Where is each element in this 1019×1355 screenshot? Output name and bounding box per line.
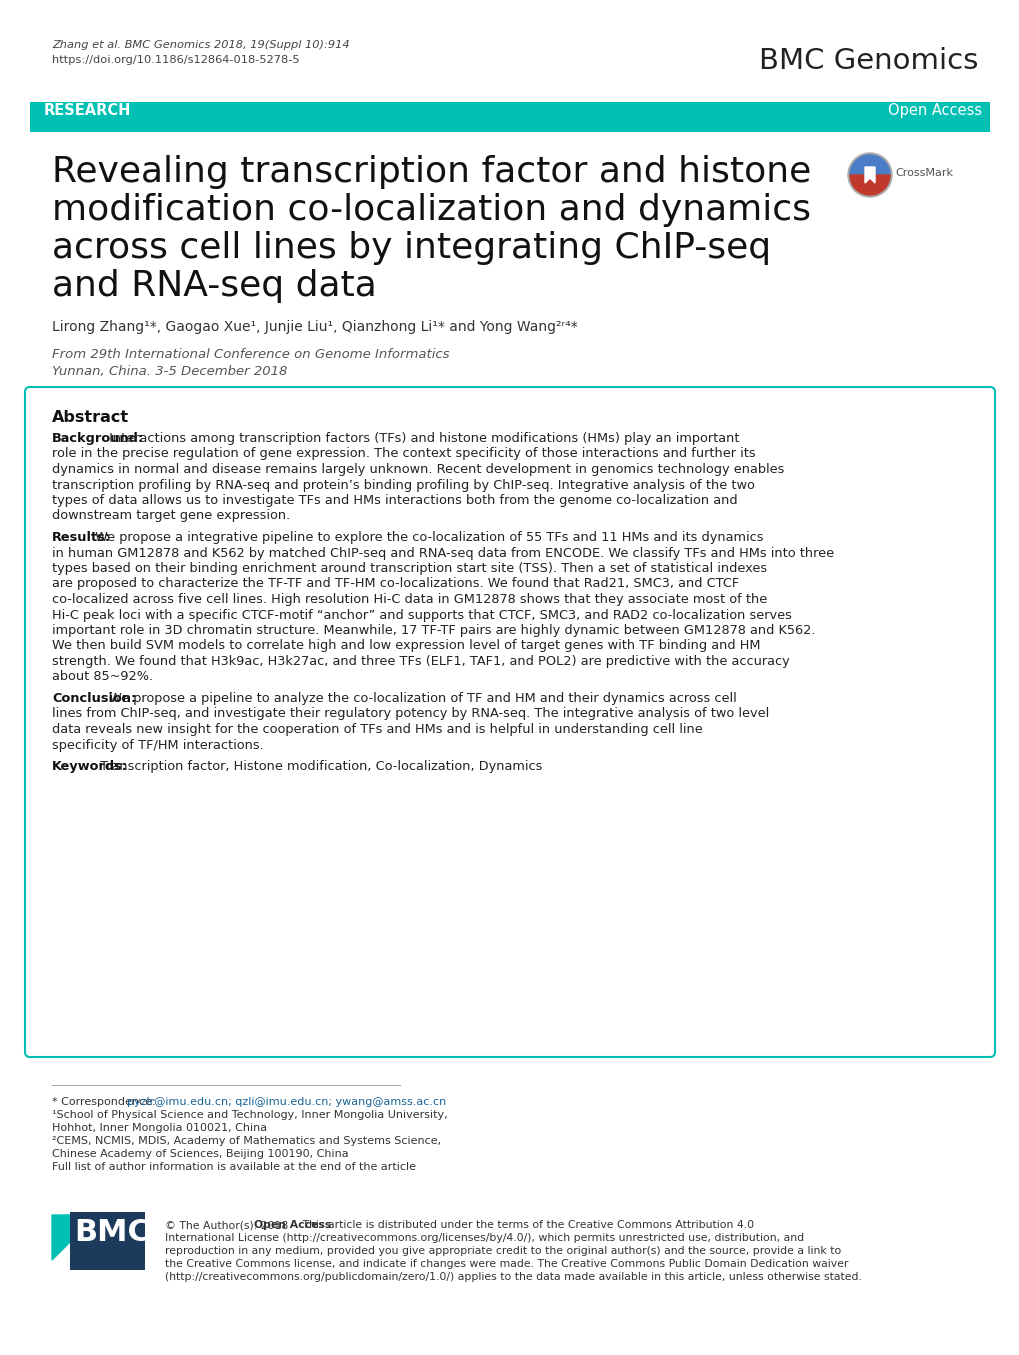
Text: and RNA-seq data: and RNA-seq data [52,270,376,304]
Text: Open Access: Open Access [887,103,981,118]
Text: This article is distributed under the terms of the Creative Commons Attribution : This article is distributed under the te… [299,1220,753,1230]
Text: in human GM12878 and K562 by matched ChIP-seq and RNA-seq data from ENCODE. We c: in human GM12878 and K562 by matched ChI… [52,546,834,560]
Text: modification co-localization and dynamics: modification co-localization and dynamic… [52,192,810,228]
Text: lines from ChIP-seq, and investigate their regulatory potency by RNA-seq. The in: lines from ChIP-seq, and investigate the… [52,707,768,721]
Text: We then build SVM models to correlate high and low expression level of target ge: We then build SVM models to correlate hi… [52,640,760,653]
Text: ²CEMS, NCMIS, MDIS, Academy of Mathematics and Systems Science,: ²CEMS, NCMIS, MDIS, Academy of Mathemati… [52,1135,440,1146]
Text: Results:: Results: [52,531,111,543]
Text: © The Author(s). 2018: © The Author(s). 2018 [165,1220,291,1230]
FancyBboxPatch shape [25,388,994,1057]
Text: Keywords:: Keywords: [52,760,127,772]
Text: role in the precise regulation of gene expression. The context specificity of th: role in the precise regulation of gene e… [52,447,755,461]
Text: Transcription factor, Histone modification, Co-localization, Dynamics: Transcription factor, Histone modificati… [96,760,541,772]
Text: Lirong Zhang¹*, Gaogao Xue¹, Junjie Liu¹, Qianzhong Li¹* and Yong Wang²ʳ⁴*: Lirong Zhang¹*, Gaogao Xue¹, Junjie Liu¹… [52,320,577,333]
Text: types of data allows us to investigate TFs and HMs interactions both from the ge: types of data allows us to investigate T… [52,495,737,507]
Text: reproduction in any medium, provided you give appropriate credit to the original: reproduction in any medium, provided you… [165,1247,841,1256]
Polygon shape [864,167,874,183]
Text: Hi-C peak loci with a specific CTCF-motif “anchor” and supports that CTCF, SMC3,: Hi-C peak loci with a specific CTCF-moti… [52,608,791,622]
Text: types based on their binding enrichment around transcription start site (TSS). T: types based on their binding enrichment … [52,562,766,575]
Text: are proposed to characterize the TF-TF and TF-HM co-localizations. We found that: are proposed to characterize the TF-TF a… [52,577,739,591]
Text: Yunnan, China. 3-5 December 2018: Yunnan, China. 3-5 December 2018 [52,364,287,378]
Text: BMC: BMC [74,1218,150,1247]
Text: data reveals new insight for the cooperation of TFs and HMs and is helpful in un: data reveals new insight for the coopera… [52,724,702,736]
Bar [70,1211,145,1270]
Text: Full list of author information is available at the end of the article: Full list of author information is avail… [52,1163,416,1172]
Text: Revealing transcription factor and histone: Revealing transcription factor and histo… [52,154,810,188]
Text: about 85~92%.: about 85~92%. [52,671,153,683]
Text: the Creative Commons license, and indicate if changes were made. The Creative Co: the Creative Commons license, and indica… [165,1259,848,1270]
Text: pyzlr@imu.edu.cn; qzli@imu.edu.cn; ywang@amss.ac.cn: pyzlr@imu.edu.cn; qzli@imu.edu.cn; ywang… [126,1098,445,1107]
Text: (http://creativecommons.org/publicdomain/zero/1.0/) applies to the data made ava: (http://creativecommons.org/publicdomain… [165,1272,861,1282]
Polygon shape [52,1215,97,1260]
Text: Background:: Background: [52,432,144,444]
Wedge shape [849,175,890,195]
Text: Hohhot, Inner Mongolia 010021, China: Hohhot, Inner Mongolia 010021, China [52,1123,267,1133]
Text: CrossMark: CrossMark [894,168,952,178]
Text: https://doi.org/10.1186/s12864-018-5278-5: https://doi.org/10.1186/s12864-018-5278-… [52,56,300,65]
Text: BMC Genomics: BMC Genomics [758,47,977,75]
Text: * Correspondence:: * Correspondence: [52,1098,159,1107]
Text: International License (http://creativecommons.org/licenses/by/4.0/), which permi: International License (http://creativeco… [165,1233,803,1243]
Text: Conclusion:: Conclusion: [52,692,137,705]
Circle shape [847,153,892,196]
Wedge shape [849,154,890,175]
Text: co-localized across five cell lines. High resolution Hi-C data in GM12878 shows : co-localized across five cell lines. Hig… [52,593,766,606]
Text: We propose a pipeline to analyze the co-localization of TF and HM and their dyna: We propose a pipeline to analyze the co-… [105,692,736,705]
Text: We propose a integrative pipeline to explore the co-localization of 55 TFs and 1: We propose a integrative pipeline to exp… [91,531,762,543]
Text: Abstract: Abstract [52,411,129,425]
Bar [30,102,989,131]
Text: ¹School of Physical Science and Technology, Inner Mongolia University,: ¹School of Physical Science and Technolo… [52,1110,447,1121]
Text: downstream target gene expression.: downstream target gene expression. [52,509,290,523]
Text: Zhang et al. BMC Genomics 2018, 19(Suppl 10):914: Zhang et al. BMC Genomics 2018, 19(Suppl… [52,41,350,50]
Text: Interactions among transcription factors (TFs) and histone modifications (HMs) p: Interactions among transcription factors… [105,432,739,444]
Text: across cell lines by integrating ChIP-seq: across cell lines by integrating ChIP-se… [52,230,770,266]
Text: RESEARCH: RESEARCH [44,103,131,118]
Text: transcription profiling by RNA-seq and protein’s binding profiling by ChIP-seq. : transcription profiling by RNA-seq and p… [52,478,754,492]
Text: Chinese Academy of Sciences, Beijing 100190, China: Chinese Academy of Sciences, Beijing 100… [52,1149,348,1159]
Text: strength. We found that H3k9ac, H3k27ac, and three TFs (ELF1, TAF1, and POL2) ar: strength. We found that H3k9ac, H3k27ac,… [52,654,789,668]
Text: Open Access: Open Access [254,1220,331,1230]
Text: important role in 3D chromatin structure. Meanwhile, 17 TF-TF pairs are highly d: important role in 3D chromatin structure… [52,625,815,637]
Text: dynamics in normal and disease remains largely unknown. Recent development in ge: dynamics in normal and disease remains l… [52,463,784,476]
Text: From 29th International Conference on Genome Informatics: From 29th International Conference on Ge… [52,348,449,360]
Text: specificity of TF/HM interactions.: specificity of TF/HM interactions. [52,738,264,752]
